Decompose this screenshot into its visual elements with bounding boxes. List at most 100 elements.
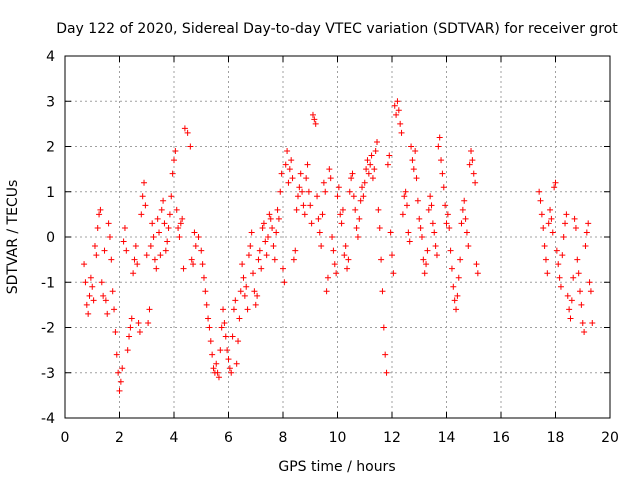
data-point: [459, 206, 466, 213]
data-point: [316, 229, 323, 236]
data-point: [368, 152, 375, 159]
data-point: [278, 170, 285, 177]
data-point: [350, 193, 357, 200]
data-point: [331, 261, 338, 268]
data-point: [353, 224, 360, 231]
data-point: [389, 252, 395, 259]
data-point: [462, 215, 469, 222]
data-point: [335, 184, 342, 191]
data-point: [241, 292, 248, 299]
data-point: [289, 175, 296, 182]
data-point: [402, 188, 409, 195]
data-point: [367, 161, 374, 168]
y-tick-label: -3: [41, 366, 55, 382]
data-point: [589, 319, 596, 326]
data-point: [117, 378, 124, 385]
data-point: [557, 283, 564, 290]
data-point: [364, 157, 371, 164]
x-tick-label: 14: [438, 430, 456, 446]
data-point: [215, 374, 222, 381]
data-point: [222, 333, 229, 340]
data-point: [551, 184, 558, 191]
data-point: [168, 193, 175, 200]
data-point: [285, 179, 292, 186]
data-point: [420, 256, 427, 263]
data-point: [108, 256, 115, 263]
data-point: [273, 229, 280, 236]
data-point: [213, 360, 220, 367]
data-point: [387, 229, 394, 236]
data-point: [553, 247, 560, 254]
data-point: [228, 369, 235, 376]
data-point: [169, 170, 176, 177]
data-point: [339, 206, 346, 213]
data-point: [128, 315, 135, 322]
data-point: [463, 229, 470, 236]
data-point: [320, 179, 327, 186]
data-point: [271, 256, 278, 263]
data-point: [176, 234, 183, 240]
chart-title: Day 122 of 2020, Sidereal Day-to-day VTE…: [56, 21, 618, 37]
data-point: [263, 252, 270, 259]
data-point: [372, 148, 379, 155]
data-point: [333, 270, 340, 277]
x-axis-label: GPS time / hours: [278, 459, 395, 475]
data-point: [252, 301, 259, 308]
data-point: [145, 319, 152, 326]
data-point: [151, 256, 158, 263]
data-point: [229, 333, 236, 340]
x-tick-label: 0: [61, 430, 70, 446]
data-point: [361, 179, 368, 186]
data-point: [157, 252, 164, 259]
data-point: [352, 206, 359, 213]
data-point: [209, 351, 216, 358]
data-point: [329, 234, 336, 240]
data-point: [146, 306, 153, 313]
data-point: [382, 351, 389, 358]
data-point: [85, 310, 92, 317]
data-point: [97, 206, 104, 213]
data-point: [315, 215, 322, 222]
x-tick-label: 2: [115, 430, 124, 446]
data-point: [457, 256, 464, 263]
data-point: [284, 148, 291, 155]
data-point: [113, 351, 120, 358]
data-point: [395, 107, 402, 114]
data-point: [158, 206, 165, 213]
data-point: [297, 170, 304, 177]
data-point: [570, 274, 577, 281]
x-tick-label: 12: [383, 430, 401, 446]
data-point: [233, 360, 240, 367]
data-point: [346, 188, 353, 195]
data-point: [374, 138, 381, 145]
data-point: [96, 211, 103, 218]
data-point: [345, 256, 352, 263]
data-point: [269, 224, 276, 231]
data-point: [360, 193, 367, 200]
data-point: [323, 288, 330, 295]
data-point: [391, 102, 398, 109]
data-point: [305, 188, 312, 195]
data-point: [254, 292, 261, 299]
data-point: [210, 365, 217, 372]
data-point: [433, 252, 440, 259]
data-point: [171, 157, 177, 164]
data-point: [448, 265, 455, 272]
data-point: [101, 247, 108, 254]
data-point: [356, 215, 363, 222]
x-tick-label: 16: [492, 430, 510, 446]
data-point: [454, 292, 461, 299]
data-point: [237, 288, 244, 295]
data-point: [147, 243, 154, 250]
data-point: [417, 224, 424, 231]
data-point: [579, 319, 586, 326]
data-point: [314, 193, 321, 200]
data-point: [303, 175, 310, 182]
data-point: [300, 202, 307, 209]
data-point: [136, 329, 143, 336]
data-point: [393, 111, 400, 118]
data-point: [536, 188, 543, 195]
data-point: [150, 234, 157, 240]
data-point: [161, 220, 168, 227]
